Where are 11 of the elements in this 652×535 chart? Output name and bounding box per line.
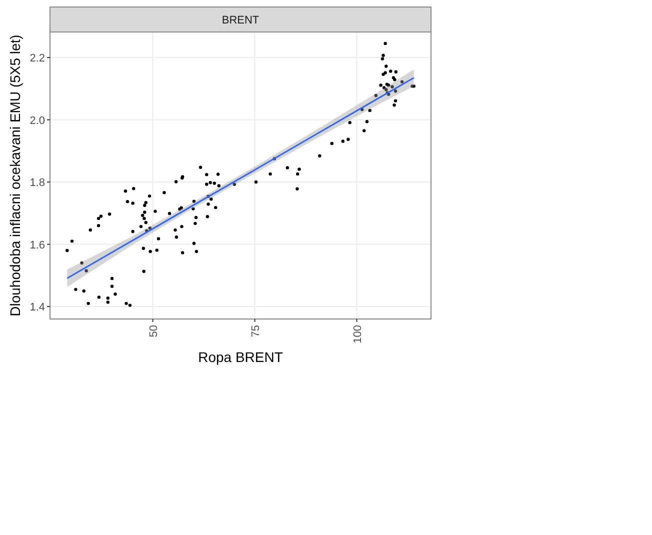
chart-subtitle: BRENT — [222, 14, 260, 26]
x-tick-label: 75 — [250, 325, 262, 338]
y-axis-title: Dlouhodoba inflacni ocekavani EMU (5X5 let) — [7, 34, 23, 316]
x-axis-title: Ropa BRENT — [198, 349, 284, 365]
x-tick-label: 50 — [148, 325, 160, 338]
y-tick-label: 2.2 — [30, 52, 45, 65]
y-tick-label: 1.6 — [30, 239, 45, 252]
x-tick-label: 100 — [352, 325, 364, 344]
y-tick-label: 1.4 — [30, 302, 45, 314]
y-tick-label: 1.8 — [30, 177, 45, 190]
y-tick-label: 2.0 — [30, 114, 45, 127]
